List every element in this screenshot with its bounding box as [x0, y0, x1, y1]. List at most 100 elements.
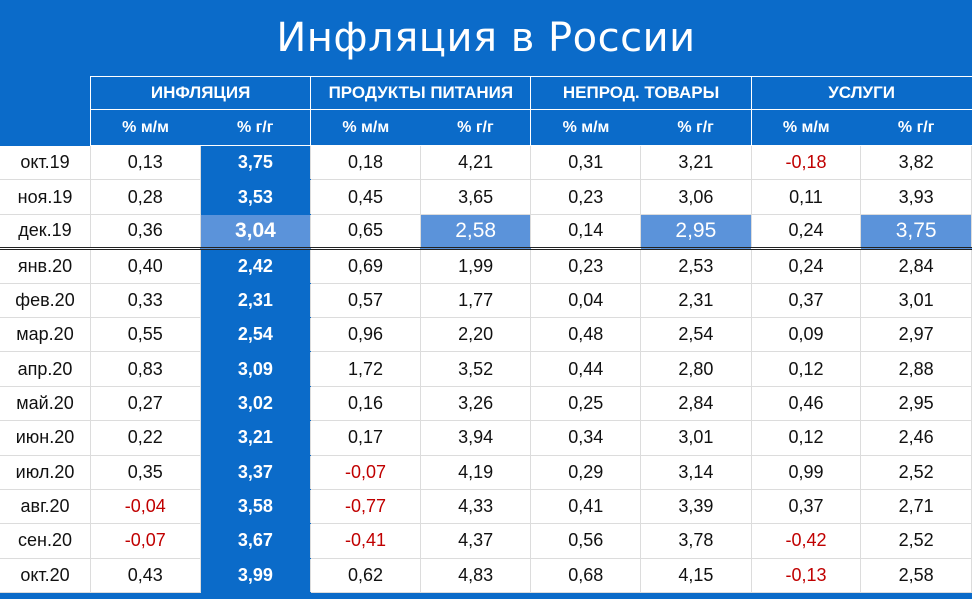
table-row: дек.19 0,36 3,04 0,65 2,58 0,14 2,95 0,24 3,75: [0, 214, 972, 251]
table-cell: 2,58: [420, 214, 532, 251]
table-cell: 2,58: [860, 558, 972, 594]
subheader-yy: % г/г: [860, 109, 972, 146]
row-label: фев.20: [0, 283, 91, 318]
table-cell: 3,09: [200, 351, 312, 387]
table-cell: 0,16: [310, 386, 421, 422]
table-body: окт.19 0,13 3,75 0,18 4,21 0,31 3,21 -0,18 3,82 н…: [0, 145, 972, 594]
table-cell: 0,24: [751, 214, 862, 251]
table-cell: 0,33: [90, 283, 201, 318]
row-label: окт.19: [0, 145, 91, 181]
table-row: апр.20 0,83 3,09 1,72 3,52 0,44 2,80 0,12 2,88: [0, 351, 972, 387]
row-label: окт.20: [0, 558, 91, 594]
table-cell: 0,18: [310, 145, 421, 181]
table-cell: 3,94: [420, 420, 532, 456]
table-cell: 0,27: [90, 386, 201, 422]
subheader-mm: % м/м: [750, 109, 861, 146]
table-cell: 3,01: [640, 420, 752, 456]
table-cell: 3,02: [200, 386, 312, 422]
subheader-yy: % г/г: [640, 109, 752, 146]
table-cell: 0,12: [751, 351, 862, 387]
row-label: ноя.19: [0, 179, 91, 215]
table-cell: -0,13: [751, 558, 862, 594]
row-label: июл.20: [0, 455, 91, 490]
table-cell: 4,21: [420, 145, 532, 181]
table-cell: 3,39: [640, 489, 752, 525]
table-cell: 2,52: [860, 523, 972, 559]
table-cell: 0,09: [751, 317, 862, 353]
table-cell: 0,31: [530, 145, 642, 181]
table-cell: 0,46: [751, 386, 862, 422]
table-cell: 2,97: [860, 317, 972, 353]
table-cell: 3,21: [640, 145, 752, 181]
table-cell: 3,01: [860, 283, 972, 318]
group-header-services: УСЛУГИ: [750, 76, 972, 110]
table-cell: 1,77: [420, 283, 532, 318]
table-cell: 0,48: [530, 317, 642, 353]
table-cell: 3,21: [200, 420, 312, 456]
table-cell: 0,99: [751, 455, 862, 490]
table-cell: 0,04: [530, 283, 642, 318]
table-row: окт.19 0,13 3,75 0,18 4,21 0,31 3,21 -0,18 3,82: [0, 145, 972, 181]
row-label: сен.20: [0, 523, 91, 559]
table-cell: -0,41: [310, 523, 421, 559]
table-cell: 0,83: [90, 351, 201, 387]
table-cell: 0,25: [530, 386, 642, 422]
table-cell: 0,22: [90, 420, 201, 456]
table-cell: 3,78: [640, 523, 752, 559]
row-label: апр.20: [0, 351, 91, 387]
table-cell: 0,96: [310, 317, 421, 353]
table-cell: 3,06: [640, 179, 752, 215]
table-cell: 4,19: [420, 455, 532, 490]
table-cell: 2,95: [860, 386, 972, 422]
table-cell: 3,52: [420, 351, 532, 387]
table-cell: 1,99: [420, 248, 532, 284]
group-header-row: ИНФЛЯЦИЯ ПРОДУКТЫ ПИТАНИЯ НЕПРОД. ТОВАРЫ…: [0, 76, 972, 110]
table-cell: 2,80: [640, 351, 752, 387]
table-row: май.20 0,27 3,02 0,16 3,26 0,25 2,84 0,46 2,95: [0, 386, 972, 422]
table-cell: 0,40: [90, 248, 201, 284]
table-cell: 0,34: [530, 420, 642, 456]
table-cell: -0,04: [90, 489, 201, 525]
table-cell: 4,33: [420, 489, 532, 525]
table-cell: 0,36: [90, 214, 201, 251]
table-cell: 3,26: [420, 386, 532, 422]
table-cell: 0,69: [310, 248, 421, 284]
table-cell: 0,41: [530, 489, 642, 525]
table-cell: 3,65: [420, 179, 532, 215]
table-cell: 0,37: [751, 283, 862, 318]
table-cell: 2,95: [640, 214, 752, 251]
table-cell: 4,83: [420, 558, 532, 594]
inflation-table: ИНФЛЯЦИЯ ПРОДУКТЫ ПИТАНИЯ НЕПРОД. ТОВАРЫ…: [0, 76, 972, 594]
table-cell: -0,77: [310, 489, 421, 525]
row-label: янв.20: [0, 248, 91, 284]
table-cell: 2,84: [640, 386, 752, 422]
group-header-food: ПРОДУКТЫ ПИТАНИЯ: [310, 76, 531, 110]
table-cell: 3,82: [860, 145, 972, 181]
table-cell: 2,54: [640, 317, 752, 353]
table-cell: 2,84: [860, 248, 972, 284]
table-cell: 3,99: [200, 558, 312, 594]
row-label: дек.19: [0, 214, 91, 251]
table-row: сен.20 -0,07 3,67 -0,41 4,37 0,56 3,78 -0,42 2,5…: [0, 523, 972, 559]
table-cell: 0,11: [751, 179, 862, 215]
table-cell: 0,35: [90, 455, 201, 490]
table-cell: 3,75: [200, 145, 312, 181]
table-cell: -0,07: [90, 523, 201, 559]
table-cell: 0,17: [310, 420, 421, 456]
table-row: мар.20 0,55 2,54 0,96 2,20 0,48 2,54 0,09 2,97: [0, 317, 972, 353]
table-cell: 0,57: [310, 283, 421, 318]
table-cell: 0,44: [530, 351, 642, 387]
table-cell: 4,37: [420, 523, 532, 559]
table-cell: 3,58: [200, 489, 312, 525]
table-cell: 3,14: [640, 455, 752, 490]
table-row: июн.20 0,22 3,21 0,17 3,94 0,34 3,01 0,12 2,46: [0, 420, 972, 456]
table-cell: 2,20: [420, 317, 532, 353]
table-cell: 2,54: [200, 317, 312, 353]
table-cell: 0,24: [751, 248, 862, 284]
table-row: июл.20 0,35 3,37 -0,07 4,19 0,29 3,14 0,99 2,52: [0, 455, 972, 490]
row-label: май.20: [0, 386, 91, 422]
subheader-yy: % г/г: [420, 109, 531, 146]
table-cell: 0,56: [530, 523, 642, 559]
table-cell: 3,53: [200, 179, 312, 215]
table-cell: 2,71: [860, 489, 972, 525]
